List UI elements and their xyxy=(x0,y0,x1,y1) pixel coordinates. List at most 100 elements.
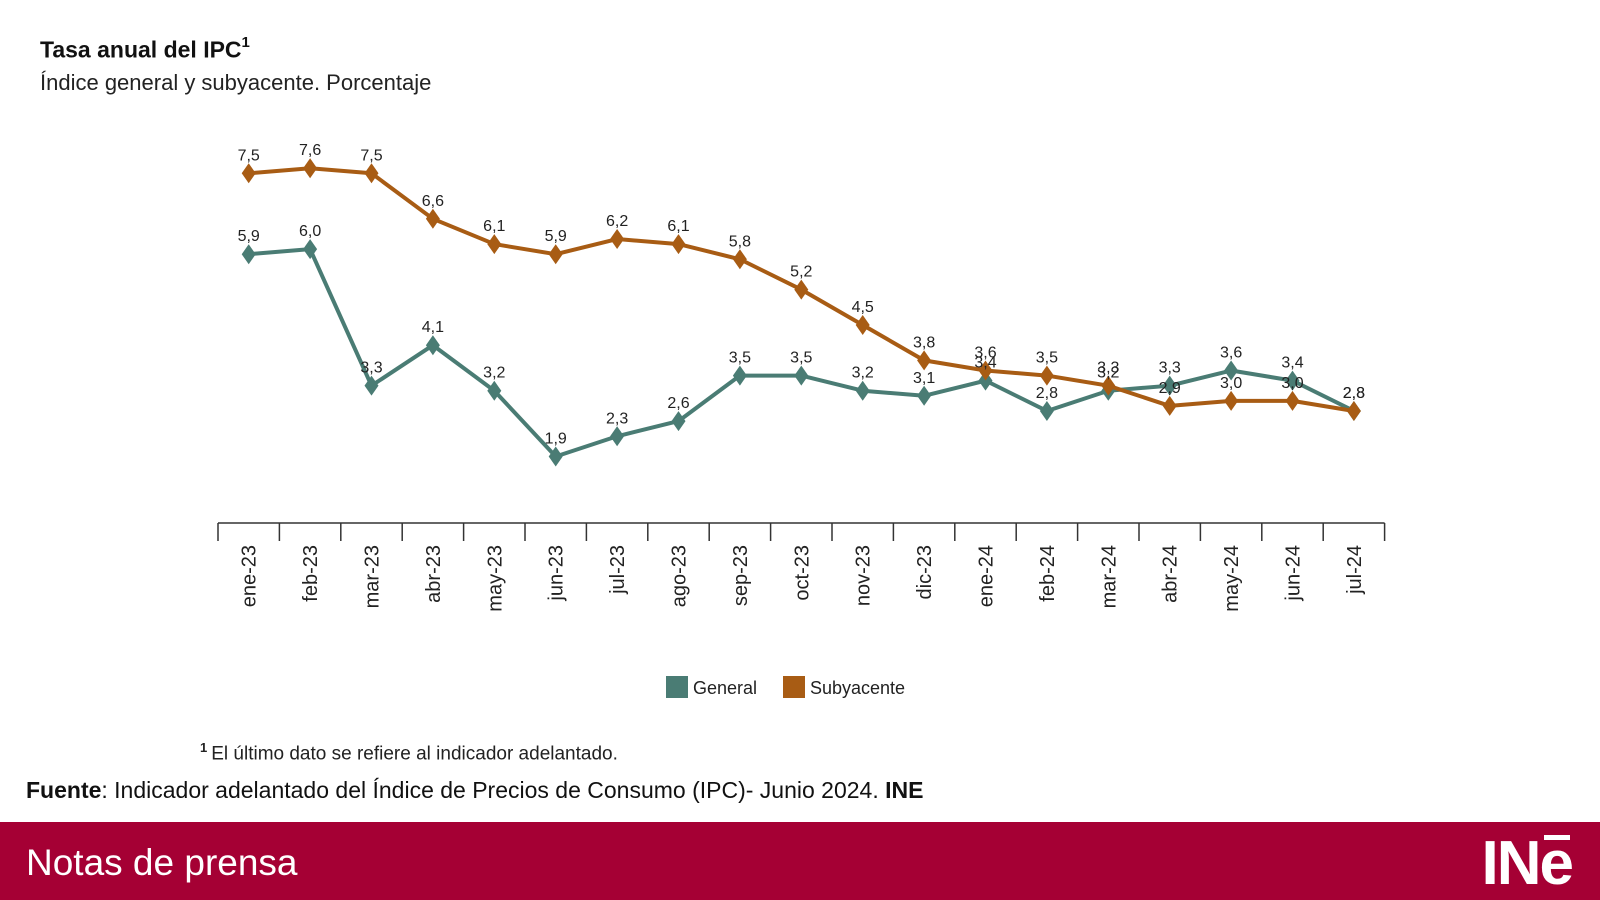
x-tick-label: nov-23 xyxy=(853,545,875,606)
data-label: 3,3 xyxy=(1097,360,1119,377)
legend-swatch xyxy=(666,676,688,698)
x-tick-label: mar-23 xyxy=(362,545,384,608)
data-point-marker xyxy=(1162,395,1177,416)
data-point-marker xyxy=(1285,390,1300,411)
data-point-marker xyxy=(1285,370,1300,391)
x-tick-label: mar-24 xyxy=(1098,545,1120,608)
data-label: 5,2 xyxy=(790,264,812,281)
data-point-marker xyxy=(671,411,686,432)
line-chart: ene-23 feb-23 mar-23 abr-23 may-23 jun-23 jul-… xyxy=(217,142,1386,698)
data-label: 2,3 xyxy=(606,410,628,427)
data-point-marker xyxy=(1101,375,1116,396)
x-tick-label: ene-23 xyxy=(239,545,261,607)
data-point-marker xyxy=(917,350,932,371)
data-point-marker xyxy=(855,315,870,335)
data-labels: 5,9 6,0 3,3 4,1 3,2 1,9 2,3 2,6 3,5 3,5 3,2 3,1 3,4 2… xyxy=(238,142,1366,447)
data-point-marker xyxy=(978,370,993,391)
source-text: : Indicador adelantado del Índice de Pre… xyxy=(101,777,886,803)
legend: General Subyacente xyxy=(666,676,905,698)
x-tick-label: jun-23 xyxy=(546,545,568,602)
data-label: 6,2 xyxy=(606,213,628,230)
data-label: 3,2 xyxy=(1097,365,1119,382)
data-point-marker xyxy=(364,163,379,184)
data-point-marker xyxy=(1039,365,1054,386)
x-tick-label: sep-23 xyxy=(730,545,752,606)
x-tick-label: ene-24 xyxy=(976,545,998,607)
data-label: 1,9 xyxy=(545,430,567,447)
source-label: Fuente xyxy=(26,777,102,803)
data-label: 5,9 xyxy=(545,228,567,245)
data-label: 3,8 xyxy=(913,334,935,351)
ine-logo[interactable]: IN e xyxy=(1481,828,1575,899)
footnote-text: El último dato se refiere al indicador a… xyxy=(211,743,618,765)
chart-subtitle: Índice general y subyacente. Porcentaje xyxy=(40,70,432,95)
data-label: 3,2 xyxy=(483,365,505,382)
x-tick-label: may-23 xyxy=(484,545,506,612)
data-point-marker xyxy=(794,279,809,300)
data-point-marker xyxy=(732,365,747,386)
data-point-marker xyxy=(671,234,686,255)
data-point-marker xyxy=(241,163,256,184)
data-label: 3,2 xyxy=(852,365,874,382)
title-footnote-mark: 1 xyxy=(241,34,250,51)
data-label: 4,5 xyxy=(852,299,874,316)
logo-macron xyxy=(1543,835,1570,840)
data-label: 3,4 xyxy=(1281,355,1303,372)
data-label: 7,6 xyxy=(299,142,321,159)
data-point-marker xyxy=(610,426,625,447)
data-label: 2,6 xyxy=(667,395,689,412)
data-point-marker xyxy=(1039,400,1054,421)
data-point-marker xyxy=(548,446,563,467)
series-layer xyxy=(241,158,1361,467)
data-point-marker xyxy=(732,249,747,270)
data-point-marker xyxy=(364,375,379,396)
chart-title: Tasa anual del IPC1 xyxy=(40,34,250,64)
data-point-marker xyxy=(1224,360,1239,381)
logo-e-text: e xyxy=(1539,829,1575,898)
data-label: 5,8 xyxy=(729,233,751,250)
x-tick-label: abr-23 xyxy=(423,545,445,603)
data-point-marker xyxy=(917,385,932,406)
data-label: 2,8 xyxy=(1036,385,1058,402)
data-label: 5,9 xyxy=(238,228,260,245)
x-tick-label: jul-23 xyxy=(607,545,629,595)
data-label: 3,0 xyxy=(1281,375,1303,392)
data-label: 6,6 xyxy=(422,193,444,210)
data-point-marker xyxy=(855,380,870,401)
logo-main-text: IN xyxy=(1481,829,1542,898)
data-label: 6,1 xyxy=(483,218,505,235)
data-label: 4,1 xyxy=(422,319,444,336)
legend-label: Subyacente xyxy=(810,678,905,698)
data-label: 3,4 xyxy=(974,355,996,372)
data-point-marker xyxy=(303,239,318,260)
data-point-marker xyxy=(1346,400,1361,421)
x-tick-label: jul-24 xyxy=(1344,545,1366,595)
data-point-marker xyxy=(303,158,318,179)
data-point-marker xyxy=(794,365,809,386)
data-point-marker xyxy=(241,244,256,265)
data-label: 3,3 xyxy=(1159,360,1181,377)
x-tick-label: dic-23 xyxy=(914,545,936,599)
data-point-marker xyxy=(425,208,440,229)
data-label: 2,8 xyxy=(1343,385,1365,402)
x-tick-label: feb-23 xyxy=(300,545,322,602)
data-label: 3,0 xyxy=(1220,375,1242,392)
data-point-marker xyxy=(425,335,440,356)
x-tick-label: oct-23 xyxy=(791,545,813,601)
data-label: 2,9 xyxy=(1159,380,1181,397)
data-point-marker xyxy=(978,360,993,381)
data-label: 6,1 xyxy=(667,218,689,235)
data-point-marker xyxy=(487,380,502,401)
chart-title-text: Tasa anual del IPC xyxy=(40,36,242,63)
data-point-marker xyxy=(487,234,502,255)
data-point-marker xyxy=(1162,375,1177,396)
data-label: 3,3 xyxy=(360,360,382,377)
data-point-marker xyxy=(610,229,625,250)
data-point-marker xyxy=(548,244,563,265)
x-tick-label: may-24 xyxy=(1221,545,1243,612)
data-label: 3,5 xyxy=(1036,350,1058,367)
x-tick-label: ago-23 xyxy=(669,545,691,607)
x-axis: ene-23 feb-23 mar-23 abr-23 may-23 jun-23 jul-… xyxy=(217,522,1386,612)
footer-bar: Notas de prensa IN e xyxy=(0,822,1600,900)
source-line: Fuente: Indicador adelantado del Índice … xyxy=(26,777,923,804)
